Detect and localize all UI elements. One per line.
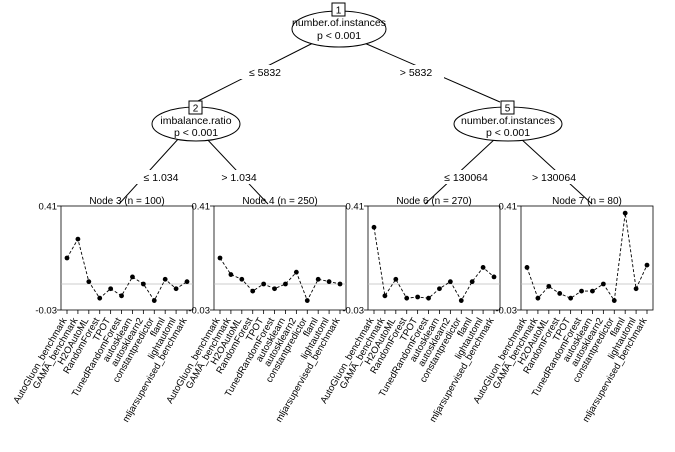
data-point [75,236,81,242]
y-tick-label: 0.41 [192,202,211,213]
node-id-1: 1 [336,6,342,17]
y-tick-label: -0.03 [342,306,364,317]
data-point [437,286,442,292]
node-id-2: 2 [193,104,199,115]
data-point [524,265,530,270]
split-label-1-5: > 5832 [400,67,433,79]
split-labels: ≤ 5832 > 5832 ≤ 1.034 > 1.034 ≤ 130064 >… [135,65,586,184]
data-point [140,281,146,287]
data-point [557,291,563,296]
data-point [326,279,332,285]
panel-title: Node 3 (n = 100) [89,196,164,207]
data-point [426,295,431,301]
data-point [239,276,245,282]
data-point [272,286,277,292]
data-point [469,279,475,285]
data-point [590,288,595,294]
panel-frame [520,205,654,311]
panel-title: Node 6 (n = 270) [396,196,471,207]
panel-title: Node 7 (n = 80) [552,196,622,207]
node-1-variable: number.of.instances [292,17,386,29]
series-line [66,237,188,302]
data-point [337,281,343,287]
data-point [217,255,223,261]
data-point [644,262,650,268]
data-point [162,276,168,282]
panel-title: Node 4 (n = 250) [242,196,317,207]
split-label-1-2: ≤ 5832 [249,67,281,79]
data-point [382,293,388,299]
inner-node-1: 1 number.of.instances p < 0.001 [291,2,387,48]
data-point [97,295,103,301]
node-5-pvalue: p < 0.001 [486,127,530,139]
node-5-variable: number.of.instances [461,115,555,127]
split-label-2-4: > 1.034 [221,172,256,184]
data-point [600,281,606,287]
node-id-5: 5 [505,104,511,115]
data-point [546,283,552,289]
data-point [579,288,584,294]
data-point [304,298,310,303]
y-tick-label: 0.41 [39,202,58,213]
data-point [611,298,617,303]
inner-node-5: 5 number.of.instances p < 0.001 [453,100,563,142]
data-point [261,281,267,287]
data-point [108,286,114,292]
data-point [228,272,234,277]
y-tick-label: -0.03 [495,306,517,317]
y-tick-label: -0.03 [35,306,57,317]
series-line [373,227,495,302]
data-point [415,294,421,300]
data-point [568,295,574,301]
inner-node-2: 2 imbalance.ratio p < 0.001 [151,100,241,142]
panel-frame [60,205,194,311]
node-1-pvalue: p < 0.001 [317,30,361,42]
node-2-pvalue: p < 0.001 [174,127,218,139]
data-point [86,279,92,285]
data-point [447,279,453,285]
data-point [458,298,464,303]
data-point [64,255,70,261]
data-point [283,281,288,287]
node-2-variable: imbalance.ratio [160,115,231,127]
data-point [151,298,157,303]
panel-frame [213,205,347,311]
terminal-panel-1: Node 3 (n = 100)0.41-0.03AutoGluon_bench… [11,196,194,424]
terminal-panel-2: Node 4 (n = 250)0.41-0.03AutoGluon_bench… [164,196,347,424]
split-label-5-6: ≤ 130064 [444,172,488,184]
data-point [250,288,256,294]
split-label-5-7: > 130064 [532,172,576,184]
data-point [393,276,399,282]
data-point [293,269,299,275]
panel-frame [367,205,501,311]
data-point [130,274,135,280]
series-line [526,213,648,302]
series-line [219,257,341,302]
y-tick-label: -0.03 [188,306,210,317]
terminal-node-panels: Node 3 (n = 100)0.41-0.03AutoGluon_bench… [11,196,654,424]
split-label-2-3: ≤ 1.034 [144,172,179,184]
y-tick-label: 0.41 [499,202,518,213]
data-point [173,286,179,292]
data-point [622,210,628,216]
data-point [535,295,541,301]
data-point [315,276,321,282]
data-point [491,274,497,280]
data-point [371,224,377,230]
data-point [404,295,410,301]
data-point [480,265,486,270]
data-point [184,279,190,285]
data-point [633,286,639,292]
data-point [119,293,124,299]
y-tick-label: 0.41 [346,202,365,213]
terminal-panel-4: Node 7 (n = 80)0.41-0.03AutoGluon_benchm… [471,196,654,424]
